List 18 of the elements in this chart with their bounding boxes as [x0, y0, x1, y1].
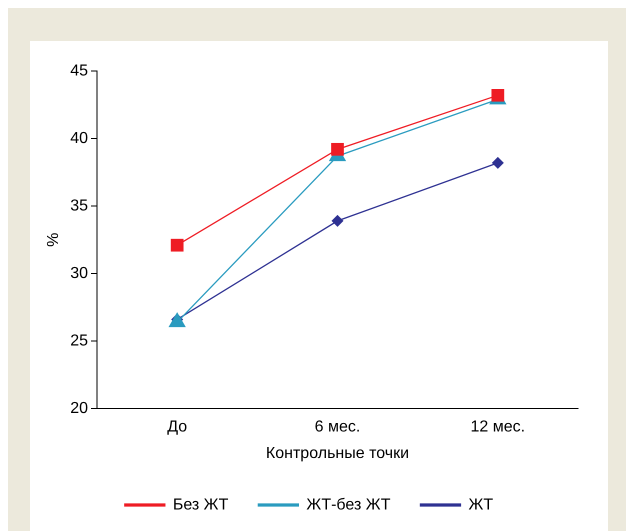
y-tick-label: 25 — [70, 332, 88, 350]
x-tick-label: 12 мес. — [470, 418, 526, 436]
y-tick-label: 40 — [70, 130, 88, 147]
y-tick-label: 30 — [70, 264, 88, 282]
point — [332, 214, 344, 227]
x-tick-label: До — [167, 418, 188, 436]
point — [331, 142, 344, 156]
point — [170, 238, 184, 252]
legend-label: Без ЖТ — [172, 496, 229, 514]
y-tick-label: 20 — [70, 400, 88, 418]
y-axis-title: % — [45, 232, 62, 247]
y-tick-label: 35 — [70, 197, 88, 214]
y-tick-label: 45 — [70, 62, 88, 80]
x-axis-title: Контрольные точки — [266, 444, 410, 462]
legend-label: ЖТ-без ЖТ — [306, 496, 391, 514]
legend-label: ЖТ — [468, 496, 494, 514]
point — [492, 156, 504, 169]
x-tick-label: 6 мес. — [314, 418, 360, 436]
